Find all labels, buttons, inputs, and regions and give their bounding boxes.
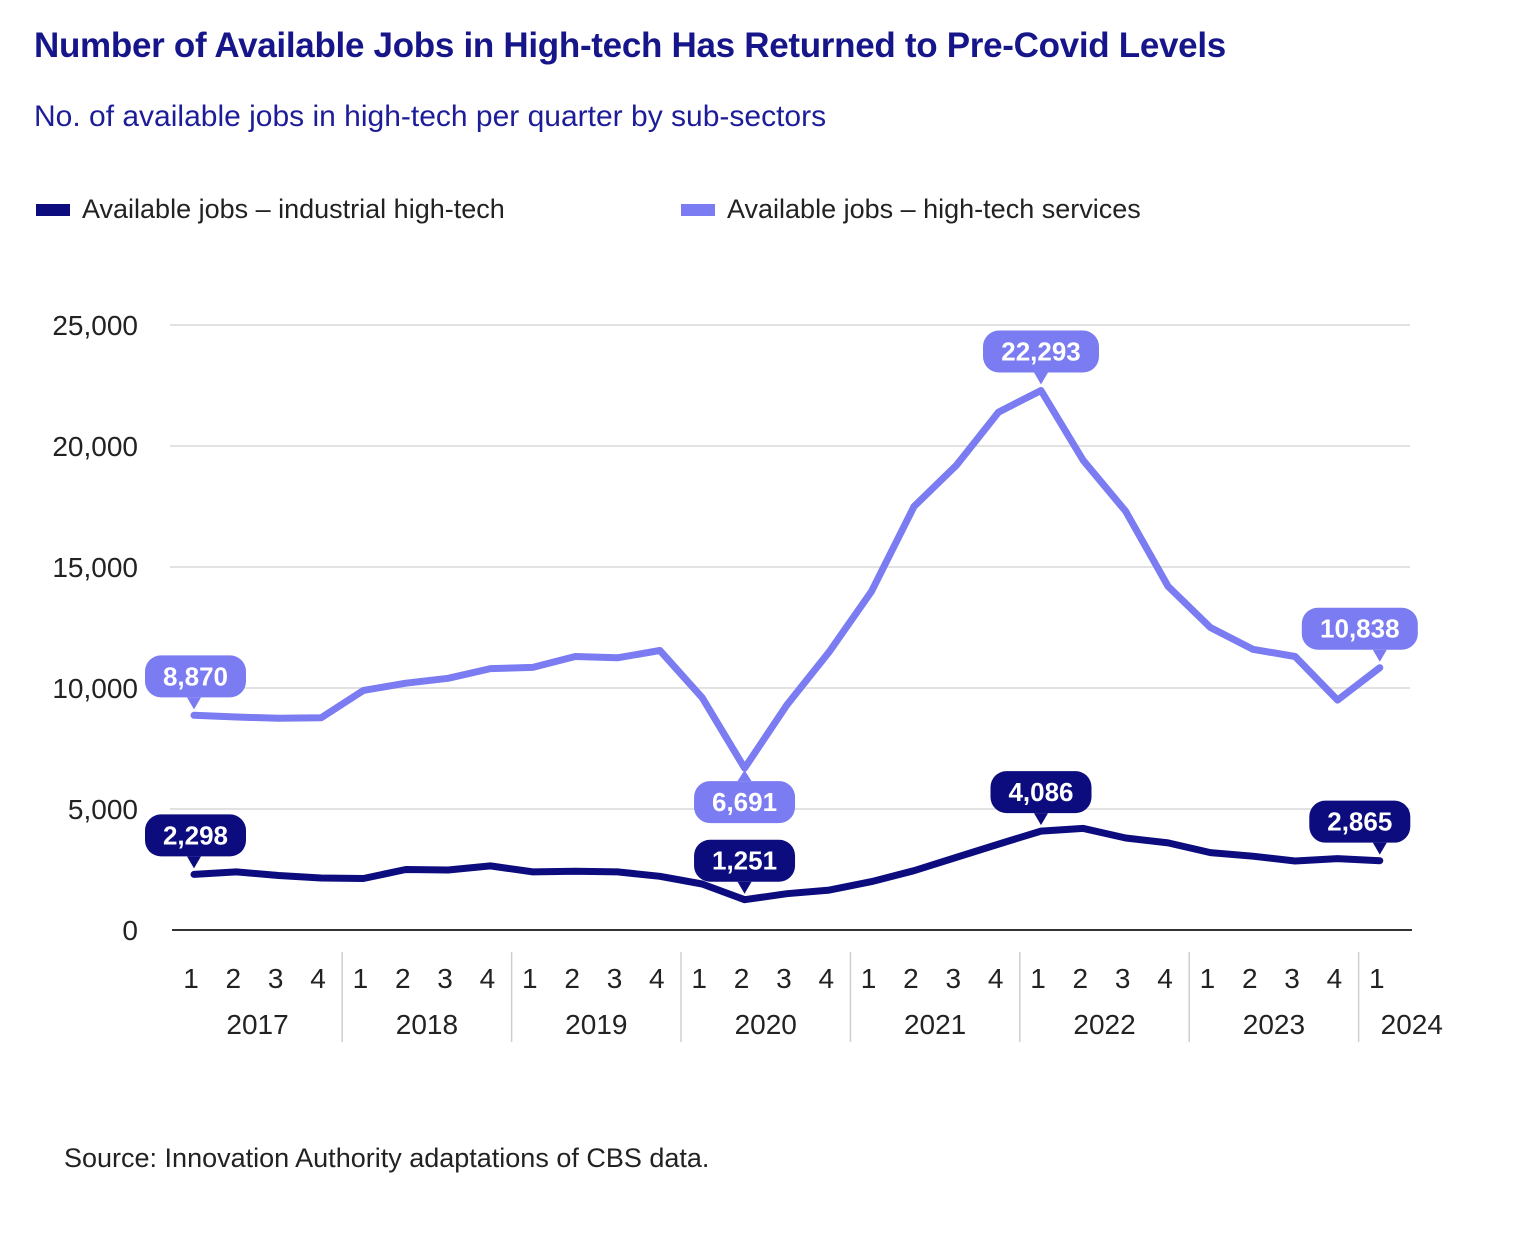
data-label-bubble xyxy=(694,839,796,882)
x-tick-label: 3 xyxy=(946,963,962,994)
legend-swatch-services xyxy=(681,203,715,216)
x-tick-label: 3 xyxy=(437,963,453,994)
data-label-bubble xyxy=(1301,607,1418,650)
data-label-pointer xyxy=(1034,372,1048,385)
data-label-pointer xyxy=(187,856,201,869)
x-tick-label: 2 xyxy=(1073,963,1089,994)
x-tick-label: 2 xyxy=(734,963,750,994)
year-label: 2018 xyxy=(396,1009,458,1040)
data-label-bubble xyxy=(990,771,1092,814)
data-label-text: 1,251 xyxy=(712,846,777,876)
data-label-bubble xyxy=(145,655,246,698)
x-tick-label: 3 xyxy=(1115,963,1131,994)
data-label-text: 2,298 xyxy=(163,820,228,850)
x-tick-label: 1 xyxy=(1369,963,1385,994)
x-tick-label: 1 xyxy=(522,963,538,994)
y-tick-label: 25,000 xyxy=(52,310,138,341)
x-tick-label: 2 xyxy=(395,963,411,994)
y-tick-label: 0 xyxy=(122,915,138,946)
year-label: 2023 xyxy=(1243,1009,1305,1040)
x-tick-label: 1 xyxy=(691,963,707,994)
year-label: 2022 xyxy=(1073,1009,1135,1040)
x-tick-label: 1 xyxy=(353,963,369,994)
legend-item-industrial: Available jobs – industrial high-tech xyxy=(36,194,505,225)
data-label-bubble xyxy=(983,330,1099,373)
chart-subtitle: No. of available jobs in high-tech per q… xyxy=(34,100,827,133)
x-tick-label: 4 xyxy=(310,963,326,994)
x-tick-label: 4 xyxy=(1157,963,1173,994)
x-tick-label: 3 xyxy=(268,963,284,994)
data-label-industrial: 2,865 xyxy=(1309,800,1411,855)
data-label-bubble xyxy=(1309,800,1411,843)
chart-title: Number of Available Jobs in High-tech Ha… xyxy=(34,26,1226,65)
y-tick-label: 20,000 xyxy=(52,431,138,462)
y-tick-label: 5,000 xyxy=(68,794,138,825)
data-label-pointer xyxy=(737,770,752,782)
data-label-pointer xyxy=(187,697,201,710)
data-label-bubble xyxy=(694,781,796,824)
data-label-industrial: 1,251 xyxy=(694,839,796,894)
source-note: Source: Innovation Authority adaptations… xyxy=(64,1143,710,1173)
data-label-services: 6,691 xyxy=(694,770,796,824)
x-tick-label: 3 xyxy=(776,963,792,994)
x-tick-label: 4 xyxy=(818,963,834,994)
x-tick-label: 4 xyxy=(649,963,665,994)
legend-label-services: Available jobs – high-tech services xyxy=(727,194,1141,224)
series-line-services xyxy=(190,387,1384,772)
data-label-industrial: 4,086 xyxy=(990,771,1092,826)
legend-item-services: Available jobs – high-tech services xyxy=(681,194,1141,225)
data-label-text: 10,838 xyxy=(1320,614,1400,644)
data-label-services: 22,293 xyxy=(983,330,1099,385)
year-label: 2021 xyxy=(904,1009,966,1040)
data-label-pointer xyxy=(737,881,752,894)
data-label-text: 8,870 xyxy=(163,661,228,691)
data-label-industrial: 2,298 xyxy=(145,814,246,869)
x-tick-label: 1 xyxy=(183,963,199,994)
year-label: 2020 xyxy=(735,1009,797,1040)
x-tick-label: 3 xyxy=(1284,963,1300,994)
x-tick-label: 1 xyxy=(861,963,877,994)
year-label: 2017 xyxy=(226,1009,288,1040)
x-tick-label: 1 xyxy=(1030,963,1046,994)
data-label-services: 8,870 xyxy=(145,655,246,710)
legend-label-industrial: Available jobs – industrial high-tech xyxy=(82,194,505,224)
year-label: 2024 xyxy=(1381,1009,1443,1040)
x-tick-label: 2 xyxy=(903,963,919,994)
data-label-text: 4,086 xyxy=(1008,777,1073,807)
series-line-industrial xyxy=(190,824,1384,904)
data-label-bubble xyxy=(145,814,246,857)
x-tick-label: 2 xyxy=(564,963,580,994)
y-tick-label: 10,000 xyxy=(52,673,138,704)
data-label-pointer xyxy=(1034,813,1048,826)
data-label-text: 2,865 xyxy=(1327,807,1392,837)
x-tick-label: 4 xyxy=(1327,963,1343,994)
y-tick-label: 15,000 xyxy=(52,552,138,583)
x-tick-label: 4 xyxy=(480,963,496,994)
x-tick-label: 3 xyxy=(607,963,623,994)
data-label-text: 22,293 xyxy=(1001,337,1081,367)
data-label-text: 6,691 xyxy=(712,787,777,817)
data-label-pointer xyxy=(1372,842,1387,855)
x-tick-label: 2 xyxy=(1242,963,1258,994)
x-tick-label: 1 xyxy=(1200,963,1216,994)
data-label-services: 10,838 xyxy=(1301,607,1418,662)
x-tick-label: 4 xyxy=(988,963,1004,994)
legend-swatch-industrial xyxy=(36,203,70,216)
x-tick-label: 2 xyxy=(226,963,242,994)
year-label: 2019 xyxy=(565,1009,627,1040)
data-label-pointer xyxy=(1372,649,1387,662)
